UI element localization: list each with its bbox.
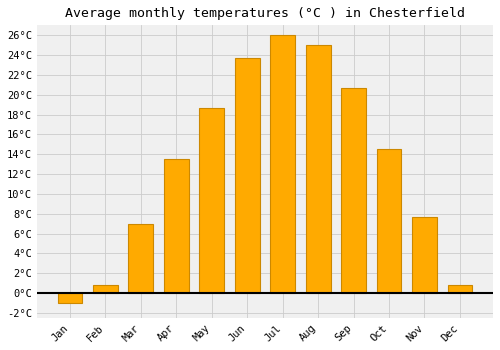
- Bar: [58, 293, 82, 303]
- Bar: [341, 88, 366, 293]
- Bar: [235, 58, 260, 293]
- Bar: [306, 45, 330, 293]
- Bar: [128, 224, 154, 293]
- Bar: [448, 285, 472, 293]
- Bar: [412, 217, 437, 293]
- Bar: [200, 107, 224, 293]
- Bar: [164, 159, 188, 293]
- Bar: [270, 35, 295, 293]
- Title: Average monthly temperatures (°C ) in Chesterfield: Average monthly temperatures (°C ) in Ch…: [65, 7, 465, 20]
- Bar: [93, 285, 118, 293]
- Bar: [376, 149, 402, 293]
